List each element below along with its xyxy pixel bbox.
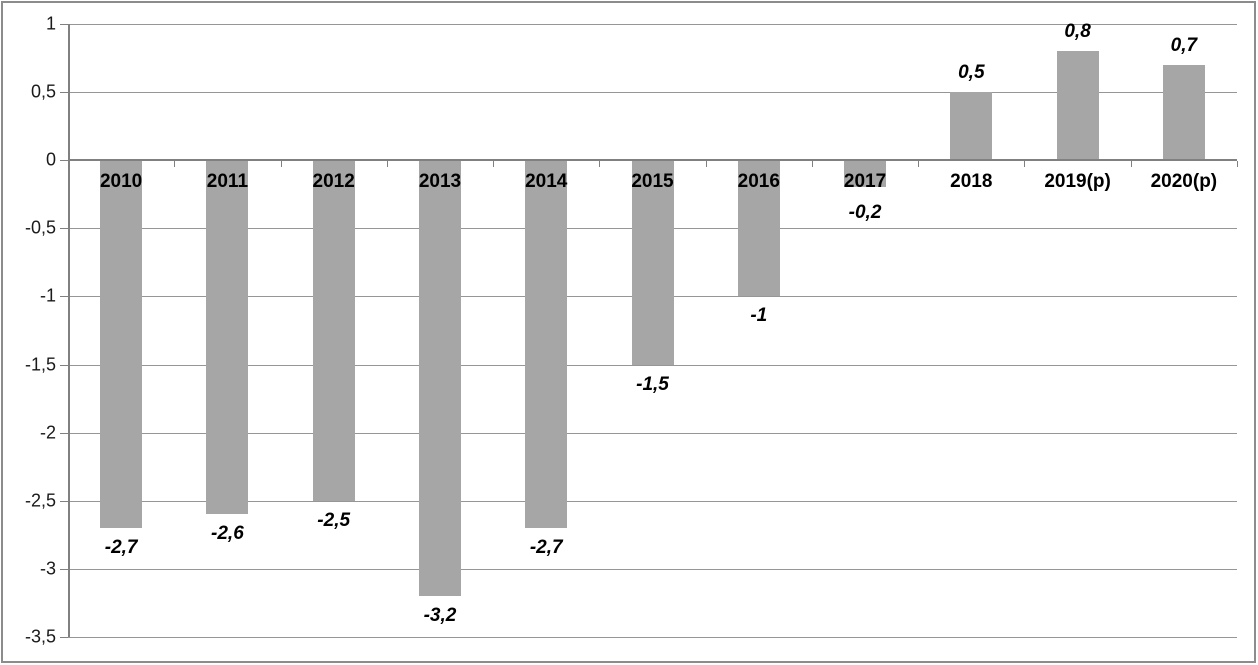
category-label-2019(p): 2019(p)	[1044, 171, 1111, 193]
x-axis-tick	[493, 161, 495, 168]
category-label-2017: 2017	[843, 171, 887, 193]
y-axis-tick-label: -3,5	[24, 626, 56, 647]
value-label-2012: -2,5	[317, 509, 351, 531]
bar-2013	[418, 161, 461, 597]
value-label-2017: -0,2	[848, 202, 882, 224]
x-axis-tick	[174, 161, 176, 168]
category-label-2011: 2011	[206, 171, 249, 193]
y-axis-tick	[60, 637, 68, 638]
y-axis-tick-label: -0,5	[24, 217, 56, 238]
y-axis-tick-label: -2	[39, 422, 56, 443]
y-gridline	[68, 364, 1237, 366]
category-label-2010: 2010	[99, 171, 143, 193]
value-label-2018: 0,5	[958, 62, 985, 84]
category-label-2012: 2012	[312, 171, 355, 193]
y-axis-tick	[60, 92, 68, 94]
bar-2016	[737, 161, 780, 297]
value-label-2019(p): 0,8	[1064, 21, 1091, 43]
y-axis-tick-label: -1	[39, 285, 56, 306]
x-axis-tick	[1237, 161, 1238, 168]
value-label-2016: -1	[750, 305, 768, 327]
x-axis-line	[68, 159, 1237, 162]
value-label-2015: -1,5	[636, 373, 669, 395]
y-gridline	[68, 500, 1237, 502]
bar-2017	[844, 161, 887, 188]
value-label-2020(p): 0,7	[1170, 34, 1198, 56]
y-axis-tick	[60, 160, 68, 162]
y-gridline	[68, 432, 1237, 434]
value-label-2013: -3,2	[423, 605, 457, 627]
y-axis-tick	[60, 432, 68, 434]
y-axis-line	[68, 24, 70, 637]
category-label-2014: 2014	[525, 171, 568, 193]
value-label-2014: -2,7	[529, 537, 563, 559]
y-gridline	[68, 92, 1237, 94]
bar-2010	[100, 161, 143, 529]
x-axis-tick	[918, 161, 920, 168]
y-axis-tick-label: -1,5	[24, 354, 56, 375]
category-label-2018: 2018	[950, 171, 993, 193]
x-axis-tick	[68, 161, 69, 168]
bar-2011	[206, 161, 249, 515]
category-label-2015: 2015	[631, 171, 674, 193]
bar-2019(p)	[1056, 51, 1099, 160]
bar-2012	[312, 161, 355, 501]
y-axis-tick	[60, 568, 68, 570]
y-axis-tick	[60, 500, 68, 502]
x-axis-tick	[599, 161, 601, 168]
x-axis-tick	[386, 161, 388, 168]
y-gridline	[68, 568, 1237, 570]
bar-2015	[631, 161, 674, 365]
category-label-2016: 2016	[737, 171, 780, 193]
y-gridline	[68, 637, 1237, 638]
x-axis-tick	[1130, 161, 1132, 168]
value-label-2010: -2,7	[104, 537, 138, 559]
x-axis-tick	[705, 161, 707, 168]
x-axis-tick	[811, 161, 813, 168]
category-label-2020(p): 2020(p)	[1150, 171, 1218, 193]
y-axis-tick-label: 1	[45, 13, 56, 34]
value-label-2011: -2,6	[211, 523, 244, 545]
bar-2014	[525, 161, 568, 529]
category-label-2013: 2013	[418, 171, 462, 193]
y-axis-tick-label: 0,5	[30, 81, 56, 102]
x-axis-tick	[1024, 161, 1026, 168]
y-axis-tick	[60, 364, 68, 366]
y-axis-tick-label: -2,5	[24, 490, 56, 511]
y-axis-tick	[60, 228, 68, 230]
x-axis-tick	[280, 161, 282, 168]
bar-2018	[950, 92, 993, 160]
bar-2020(p)	[1162, 64, 1205, 160]
y-axis-tick	[60, 296, 68, 298]
y-axis-tick-label: 0	[45, 149, 56, 170]
y-gridline	[68, 24, 1237, 25]
y-axis-tick	[60, 24, 68, 25]
y-axis-tick-label: -3	[39, 558, 56, 579]
